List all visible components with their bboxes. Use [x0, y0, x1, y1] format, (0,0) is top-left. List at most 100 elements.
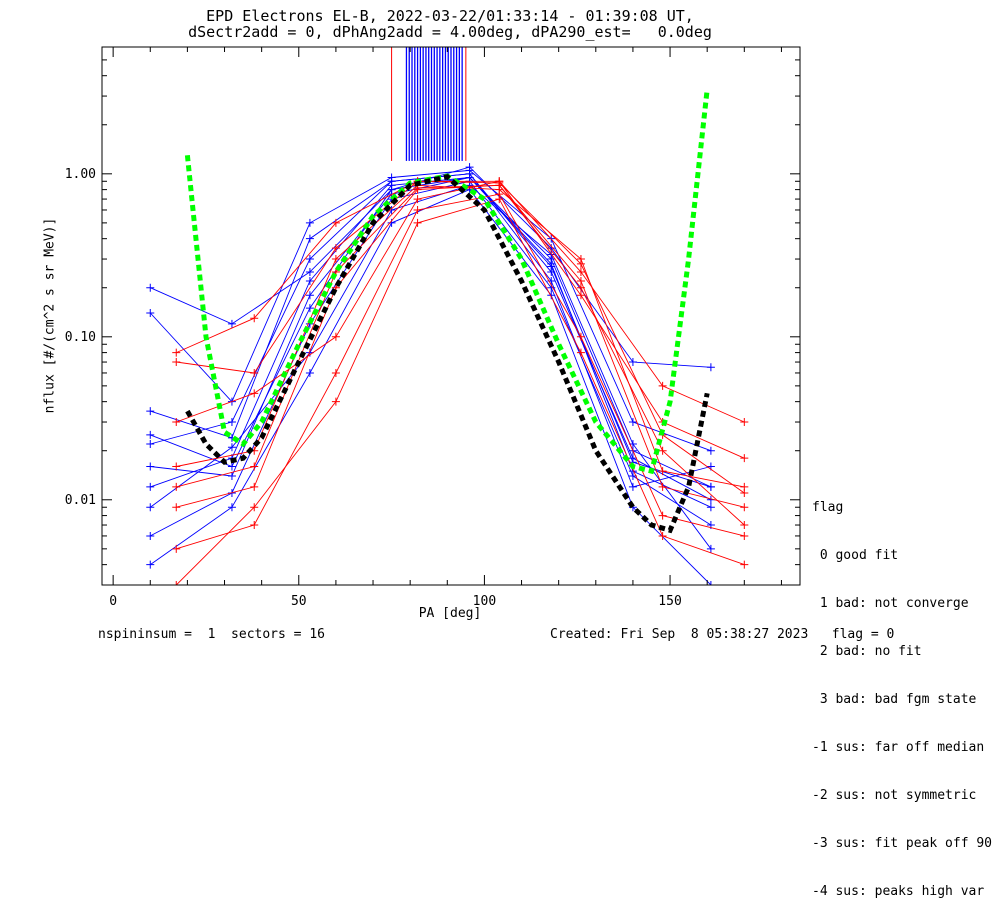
data-point-marker	[227, 418, 236, 427]
data-point-marker	[740, 503, 749, 512]
data-point-marker	[465, 166, 474, 175]
y-tick-label: 0.01	[65, 493, 96, 508]
data-point-marker	[227, 471, 236, 480]
data-point-marker	[250, 482, 259, 491]
data-point-marker	[250, 521, 259, 530]
data-curve-red	[176, 180, 745, 459]
data-point-marker	[331, 368, 340, 377]
data-point-marker	[706, 482, 715, 491]
data-point-marker	[146, 283, 155, 292]
fit-curve-black	[185, 173, 710, 534]
data-point-marker	[413, 218, 422, 227]
data-point-marker	[250, 503, 259, 512]
data-curve-red	[176, 193, 745, 550]
data-point-marker	[305, 234, 314, 243]
data-point-marker	[172, 503, 181, 512]
data-point-marker	[658, 531, 667, 540]
data-point-marker	[495, 195, 504, 204]
data-curve-blue	[150, 184, 712, 550]
data-point-marker	[250, 389, 259, 398]
x-axis-label: PA [deg]	[418, 606, 482, 621]
data-point-marker	[658, 381, 667, 390]
data-point-marker	[146, 560, 155, 569]
data-point-marker	[146, 503, 155, 512]
data-point-marker	[146, 439, 155, 448]
plot-frame	[101, 46, 801, 586]
legend-title: flag	[812, 500, 844, 515]
data-curve-blue	[150, 166, 711, 368]
y-axis-label: nflux [#/(cm^2 s sr MeV)]	[42, 217, 58, 414]
legend-item: 1 bad: not converge	[812, 596, 969, 611]
data-point-marker	[740, 454, 749, 463]
data-point-marker	[305, 291, 314, 300]
data-point-marker	[576, 267, 585, 276]
data-point-marker	[146, 430, 155, 439]
data-point-marker	[146, 531, 155, 540]
data-point-marker	[740, 418, 749, 427]
data-point-marker	[146, 482, 155, 491]
legend-item: 2 bad: no fit	[812, 644, 922, 659]
data-point-marker	[706, 503, 715, 512]
data-point-marker	[172, 581, 181, 585]
data-point-marker	[658, 511, 667, 520]
legend-item: 3 bad: bad fgm state	[812, 692, 977, 707]
data-point-marker	[576, 291, 585, 300]
legend-item: -4 sus: peaks high var	[812, 884, 985, 899]
data-point-marker	[305, 304, 314, 313]
data-point-marker	[172, 482, 181, 491]
data-point-marker	[740, 489, 749, 498]
data-point-marker	[250, 368, 259, 377]
data-point-marker	[227, 443, 236, 452]
data-point-marker	[628, 418, 637, 427]
data-curve-red	[176, 184, 745, 508]
data-point-marker	[576, 259, 585, 268]
data-point-marker	[172, 358, 181, 367]
data-curve-red	[176, 180, 745, 494]
data-point-marker	[387, 173, 396, 182]
data-point-marker	[305, 255, 314, 264]
data-point-marker	[740, 531, 749, 540]
data-point-marker	[146, 462, 155, 471]
y-tick-label: 0.10	[65, 330, 96, 345]
data-point-marker	[576, 332, 585, 341]
data-point-marker	[305, 218, 314, 227]
data-point-marker	[331, 397, 340, 406]
data-point-marker	[227, 503, 236, 512]
data-curve-blue	[150, 173, 712, 501]
pitch-angle-plot: 0 50 100 150 0.01 0.10 1.00	[65, 46, 801, 609]
data-point-marker	[305, 267, 314, 276]
data-point-marker	[146, 308, 155, 317]
legend-item: -2 sus: not symmetric	[812, 788, 977, 803]
legend-item: -3 sus: fit peak off 90	[812, 836, 993, 851]
data-point-marker	[331, 244, 340, 253]
data-point-marker	[227, 319, 236, 328]
footer-left-text: nspininsum = 1 sectors = 16	[98, 627, 325, 642]
data-point-marker	[250, 314, 259, 323]
data-point-marker	[172, 418, 181, 427]
data-point-marker	[576, 276, 585, 285]
data-point-marker	[547, 291, 556, 300]
data-curve-red	[176, 184, 745, 488]
flag-legend: flag 0 good fit 1 bad: not converge 2 ba…	[812, 468, 992, 916]
data-point-marker	[628, 482, 637, 491]
data-point-marker	[331, 255, 340, 264]
data-point-marker	[740, 560, 749, 569]
x-tick-label: 100	[473, 594, 496, 609]
data-point-marker	[706, 363, 715, 372]
data-point-marker	[495, 178, 504, 187]
data-curve-blue	[150, 189, 712, 585]
data-curve-red	[175, 198, 745, 585]
data-point-marker	[387, 218, 396, 227]
data-point-marker	[740, 521, 749, 530]
chart-title-line2: dSectr2add = 0, dPhAng2add = 4.00deg, dP…	[188, 23, 712, 41]
data-point-marker	[305, 368, 314, 377]
x-tick-label: 50	[291, 594, 307, 609]
data-point-marker	[331, 218, 340, 227]
data-point-marker	[413, 205, 422, 214]
data-point-marker	[227, 462, 236, 471]
data-point-marker	[576, 348, 585, 357]
data-point-marker	[146, 407, 155, 416]
data-point-marker	[658, 446, 667, 455]
data-curve-blue	[150, 180, 712, 537]
y-tick-label: 1.00	[65, 167, 96, 182]
